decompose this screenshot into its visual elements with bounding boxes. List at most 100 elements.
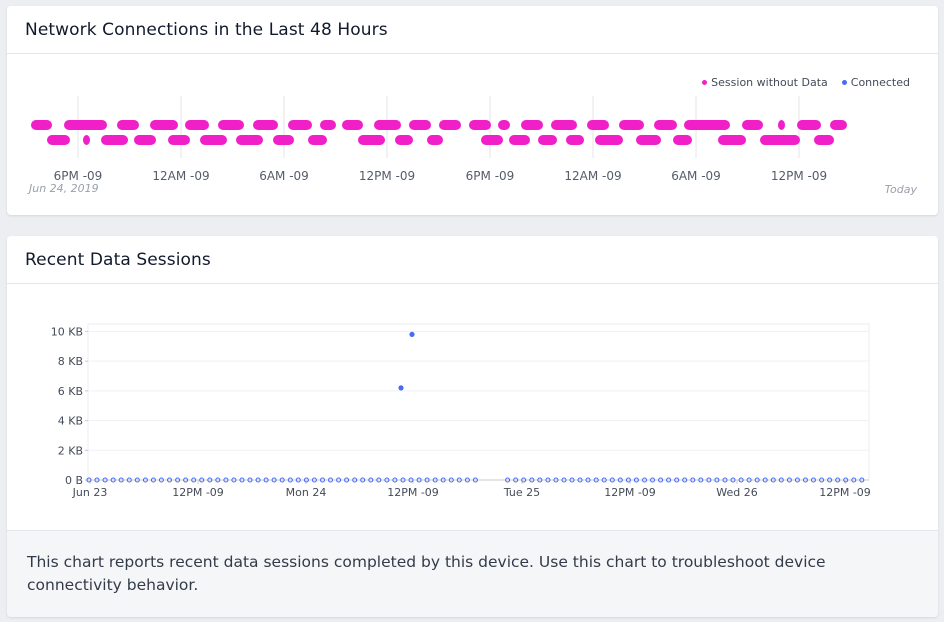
session-point[interactable] xyxy=(819,477,825,483)
session-point[interactable] xyxy=(400,477,406,483)
session-point[interactable] xyxy=(279,477,285,483)
session-point[interactable] xyxy=(239,477,245,483)
session-point[interactable] xyxy=(102,477,108,483)
session-point[interactable] xyxy=(553,477,559,483)
session-point[interactable] xyxy=(336,477,342,483)
session-point[interactable] xyxy=(440,477,446,483)
connection-session-mark[interactable] xyxy=(551,120,577,130)
connection-session-mark[interactable] xyxy=(185,120,209,130)
connection-session-mark[interactable] xyxy=(288,120,312,130)
connection-session-mark[interactable] xyxy=(358,135,385,145)
connection-session-mark[interactable] xyxy=(742,120,763,130)
session-point[interactable] xyxy=(666,477,672,483)
connection-session-mark[interactable] xyxy=(308,135,327,145)
connection-session-mark[interactable] xyxy=(830,120,847,130)
connection-session-mark[interactable] xyxy=(31,120,52,130)
connection-session-mark[interactable] xyxy=(395,135,413,145)
session-point[interactable] xyxy=(319,477,326,483)
session-point[interactable] xyxy=(207,477,213,483)
connection-session-mark[interactable] xyxy=(778,120,785,130)
session-point[interactable] xyxy=(424,477,430,483)
session-point[interactable] xyxy=(843,477,849,483)
connection-session-mark[interactable] xyxy=(587,120,609,130)
connection-session-mark[interactable] xyxy=(760,135,800,145)
session-point[interactable] xyxy=(577,477,583,483)
session-point[interactable] xyxy=(175,477,181,483)
connection-session-mark[interactable] xyxy=(481,135,503,145)
session-point[interactable] xyxy=(384,477,390,483)
connection-session-mark[interactable] xyxy=(439,120,461,130)
session-point[interactable] xyxy=(682,477,688,483)
session-point[interactable] xyxy=(448,477,454,483)
session-point[interactable] xyxy=(738,477,744,483)
session-point[interactable] xyxy=(593,477,599,483)
session-point[interactable] xyxy=(456,477,462,483)
connection-session-mark[interactable] xyxy=(101,135,128,145)
connection-session-mark[interactable] xyxy=(509,135,530,145)
connection-session-mark[interactable] xyxy=(150,120,178,130)
session-point[interactable] xyxy=(352,477,358,483)
session-point[interactable] xyxy=(215,477,221,483)
session-point[interactable] xyxy=(698,477,704,483)
session-point[interactable] xyxy=(472,477,478,483)
connection-session-mark[interactable] xyxy=(134,135,156,145)
legend-item-connected[interactable]: Connected xyxy=(841,76,910,89)
session-point[interactable] xyxy=(142,477,148,483)
connection-session-mark[interactable] xyxy=(200,135,227,145)
connection-session-mark[interactable] xyxy=(427,135,443,145)
session-point[interactable] xyxy=(368,477,374,483)
connection-session-mark[interactable] xyxy=(83,135,90,145)
session-point-spike-1[interactable] xyxy=(398,385,404,391)
session-point[interactable] xyxy=(150,477,156,483)
session-point[interactable] xyxy=(183,477,189,483)
session-point[interactable] xyxy=(303,477,309,483)
connection-session-mark[interactable] xyxy=(64,120,107,130)
session-point[interactable] xyxy=(690,477,696,483)
session-point[interactable] xyxy=(625,477,631,483)
session-point[interactable] xyxy=(295,477,301,483)
connection-session-mark[interactable] xyxy=(218,120,244,130)
connection-session-mark[interactable] xyxy=(469,120,491,130)
legend-item-session-without-data[interactable]: Session without Data xyxy=(702,76,828,89)
session-point[interactable] xyxy=(191,477,197,483)
connection-session-mark[interactable] xyxy=(409,120,431,130)
connection-session-mark[interactable] xyxy=(684,120,730,130)
session-point[interactable] xyxy=(287,477,293,483)
session-point[interactable] xyxy=(110,477,116,483)
session-point[interactable] xyxy=(223,477,229,483)
session-point[interactable] xyxy=(464,477,470,483)
session-point[interactable] xyxy=(674,477,680,483)
session-point[interactable] xyxy=(94,477,100,483)
session-point[interactable] xyxy=(658,477,664,483)
session-point[interactable] xyxy=(158,477,164,483)
session-point[interactable] xyxy=(851,477,857,483)
session-point[interactable] xyxy=(810,477,817,483)
session-point[interactable] xyxy=(166,477,173,483)
session-point[interactable] xyxy=(569,477,575,483)
session-point[interactable] xyxy=(706,477,712,483)
connection-session-mark[interactable] xyxy=(521,120,543,130)
session-point[interactable] xyxy=(529,477,535,483)
session-point[interactable] xyxy=(617,477,623,483)
connection-session-mark[interactable] xyxy=(236,135,263,145)
connection-session-mark[interactable] xyxy=(342,120,363,130)
session-point[interactable] xyxy=(545,477,551,483)
session-point[interactable] xyxy=(786,477,792,483)
session-point[interactable] xyxy=(432,477,438,483)
connection-session-mark[interactable] xyxy=(595,135,623,145)
connection-session-mark[interactable] xyxy=(498,120,510,130)
session-point[interactable] xyxy=(344,477,350,483)
session-point[interactable] xyxy=(86,477,92,483)
session-point[interactable] xyxy=(778,477,784,483)
connection-session-mark[interactable] xyxy=(47,135,70,145)
session-point[interactable] xyxy=(794,477,800,483)
session-point[interactable] xyxy=(247,477,253,483)
connection-session-mark[interactable] xyxy=(117,120,139,130)
session-point[interactable] xyxy=(263,477,269,483)
session-point[interactable] xyxy=(505,477,511,483)
session-point[interactable] xyxy=(271,477,277,483)
connection-session-mark[interactable] xyxy=(538,135,557,145)
connection-session-mark[interactable] xyxy=(814,135,834,145)
session-point[interactable] xyxy=(730,477,736,483)
session-point[interactable] xyxy=(722,477,728,483)
